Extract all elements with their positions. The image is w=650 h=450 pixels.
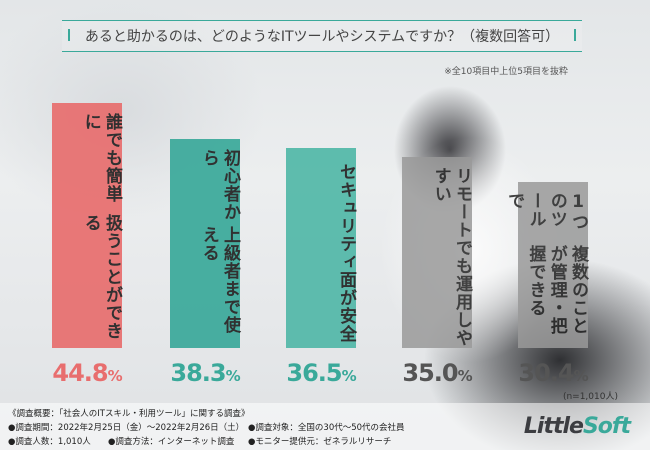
logo-part1: Little xyxy=(523,414,584,439)
value-number: 35.0 xyxy=(402,359,458,387)
bar-label-line: リモートでも運用しやすい xyxy=(430,167,472,347)
bar-2: 初心者から 上級者まで使える xyxy=(170,139,240,348)
chart-title-text: あると助かるのは、どのようなITツールやシステムですか？（複数回答可） xyxy=(84,29,560,45)
survey-target: ●調査対象：全国の30代～50代の会社員 xyxy=(248,423,405,433)
value-number: 38.3 xyxy=(170,359,226,387)
bar-4: リモートでも運用しやすい xyxy=(402,157,472,348)
value-unit: % xyxy=(107,367,123,385)
value-unit: % xyxy=(573,367,589,385)
bar-3: セキュリティ面が安全 xyxy=(286,148,356,348)
survey-footer xyxy=(0,403,650,450)
bar-label-line: 1つのツールで xyxy=(504,192,588,231)
bar-label-4: リモートでも運用しやすい xyxy=(402,157,472,348)
bar-5: 1つのツールで複数のことが管理・把握できる xyxy=(504,182,589,348)
sample-size-note: (n=1,010人) xyxy=(562,392,618,402)
value-label-1: 44.8% xyxy=(37,359,137,387)
bar-label-5: 1つのツールで複数のことが管理・把握できる xyxy=(504,182,589,348)
value-label-3: 36.5% xyxy=(271,359,371,387)
value-number: 44.8 xyxy=(52,359,108,387)
bar-label-1: 誰でも簡単に扱うことができる xyxy=(52,103,122,348)
survey-provider: ●モニター提供元：ゼネラルリサーチ xyxy=(248,437,392,447)
bar-label-2: 初心者から 上級者まで使える xyxy=(170,139,240,348)
bar-label-line: セキュリティ面が安全 xyxy=(336,163,356,343)
value-unit: % xyxy=(457,367,473,385)
value-label-2: 38.3% xyxy=(155,359,255,387)
survey-method: ●調査方法：インターネット調査 xyxy=(108,437,235,447)
bar-label-line: 扱うことができる xyxy=(80,213,122,340)
value-number: 30.4 xyxy=(518,359,574,387)
bar-label-line: 上級者まで使える xyxy=(198,225,240,334)
value-unit: % xyxy=(341,367,357,385)
bar-label-line: 誰でも簡単に xyxy=(80,113,122,203)
bar-label-3: セキュリティ面が安全 xyxy=(286,148,356,348)
bar-label-line: 初心者から xyxy=(198,149,240,221)
value-unit: % xyxy=(225,367,241,385)
bar-1: 誰でも簡単に扱うことができる xyxy=(52,103,122,348)
value-label-4: 35.0% xyxy=(387,359,487,387)
bar-label-line: 複数のことが管理・把握できる xyxy=(525,244,589,335)
survey-count: ●調査人数：1,010人 xyxy=(8,437,91,447)
littlesoft-logo: LittleSoft xyxy=(523,414,631,439)
value-number: 36.5 xyxy=(286,359,342,387)
chart-title: あると助かるのは、どのようなITツールやシステムですか？（複数回答可） xyxy=(62,20,582,52)
survey-period: ●調査期間：2022年2月25日（金）～2022年2月26日（土） xyxy=(8,423,245,433)
survey-title: 《調査概要：「社会人のITスキル・利用ツール」に関する調査》 xyxy=(8,409,250,419)
subset-note: ※全10項目中上位5項目を抜粋 xyxy=(444,67,568,77)
logo-part2: Soft xyxy=(582,414,631,439)
value-label-5: 30.4% xyxy=(503,359,603,387)
